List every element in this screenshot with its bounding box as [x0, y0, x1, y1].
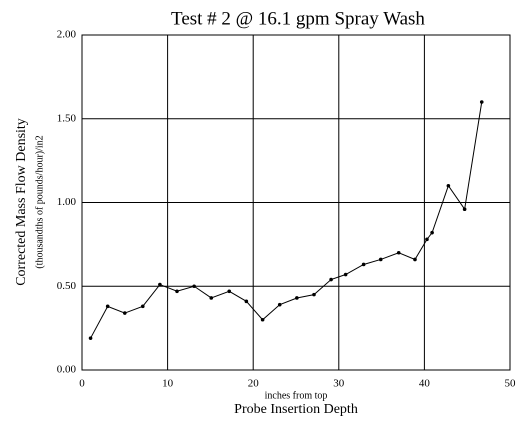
data-point	[396, 250, 401, 255]
data-point	[175, 289, 179, 294]
y-tick-label: 2.00	[57, 29, 77, 41]
y-tick-label: 1.00	[57, 196, 77, 208]
x-tick-label: 40	[419, 378, 431, 390]
data-point	[361, 262, 366, 267]
y-axis-label: Corrected Mass Flow Density	[14, 118, 29, 286]
data-point	[462, 207, 467, 211]
y-axis-sublabel: (thousandths of pounds/hour)/in2	[34, 135, 45, 268]
data-point	[277, 302, 282, 307]
data-point	[329, 277, 333, 282]
x-axis-label: Probe Insertion Depth	[234, 402, 358, 417]
data-point	[192, 284, 196, 289]
data-point	[105, 304, 110, 309]
data-point	[312, 292, 316, 297]
x-axis-sublabel: inches from top	[265, 390, 328, 401]
data-point	[378, 257, 383, 262]
data-point	[123, 311, 127, 315]
data-point	[158, 282, 162, 287]
x-tick-label: 20	[248, 378, 260, 390]
data-point	[209, 296, 214, 300]
x-tick-label: 0	[79, 378, 85, 390]
data-point	[244, 299, 249, 304]
data-point	[446, 183, 451, 188]
x-tick-label: 50	[505, 378, 517, 390]
data-point	[425, 237, 429, 242]
data-point	[295, 296, 299, 300]
chart-title: Test # 2 @ 16.1 gpm Spray Wash	[171, 8, 425, 29]
x-tick-label: 30	[333, 378, 345, 390]
data-point	[88, 336, 93, 340]
data-point	[140, 304, 145, 309]
y-tick-label: 0.00	[57, 364, 77, 376]
x-tick-label: 10	[162, 378, 174, 390]
y-tick-label: 1.50	[57, 112, 77, 124]
data-point	[430, 230, 434, 235]
data-line	[90, 101, 483, 339]
y-tick-label: 0.50	[57, 280, 77, 292]
data-point	[260, 317, 265, 322]
data-point	[479, 100, 484, 104]
data-point	[343, 272, 348, 277]
data-point	[413, 257, 417, 262]
data-point	[227, 289, 232, 294]
